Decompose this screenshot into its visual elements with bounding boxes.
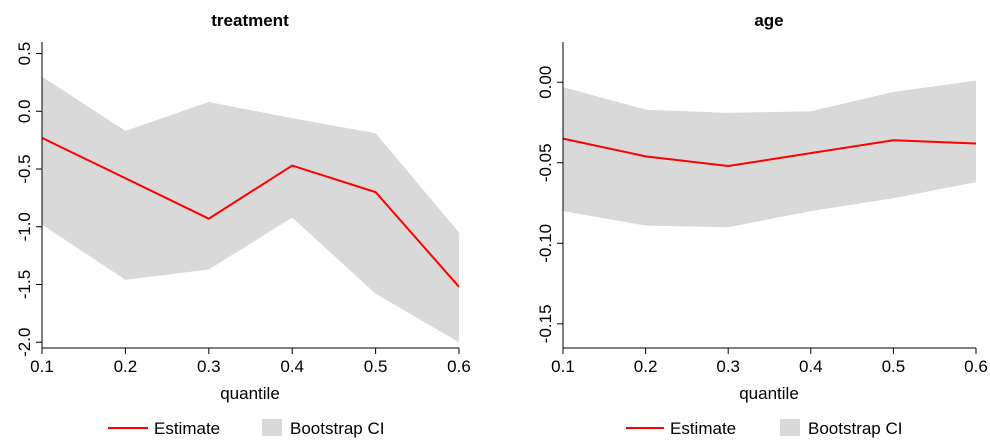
x-tick-label: 0.4 [280, 357, 304, 376]
x-tick-label: 0.1 [30, 357, 54, 376]
estimate-line [41, 136, 460, 288]
x-tick-label: 0.5 [882, 357, 906, 376]
y-tick-label: -1.5 [15, 270, 34, 299]
chart-title: treatment [211, 11, 289, 30]
ci-band [42, 76, 459, 343]
chart-title: age [754, 11, 783, 30]
y-tick-label: -0.15 [536, 304, 555, 343]
chart-panel-age: 0.1 0.2 0.3 0.4 0.5 0.6 -0.15 -0.10 -0.05 0.00 age… [536, 11, 988, 438]
chart-panel-treatment: 0.1 0.2 0.3 0.4 0.5 0.6 -2.0 -1.5 -1.0 -0.5 0.0 0.5… [15, 11, 471, 438]
x-tick-label: 0.4 [799, 357, 823, 376]
x-axis-title: quantile [739, 384, 799, 403]
legend-ci-swatch [780, 419, 800, 436]
y-tick-label: -0.10 [536, 224, 555, 263]
y-tick-label: -2.0 [15, 328, 34, 357]
ci-band [563, 80, 976, 228]
x-tick-label: 0.6 [447, 357, 471, 376]
x-axis-title: quantile [220, 384, 280, 403]
x-tick-label: 0.2 [114, 357, 138, 376]
legend-estimate-label: Estimate [154, 419, 220, 438]
x-tick-label: 0.3 [197, 357, 221, 376]
y-tick-label: -1.0 [15, 212, 34, 241]
x-tick-label: 0.5 [364, 357, 388, 376]
y-tick-label: 0.00 [536, 66, 555, 99]
estimate-line [562, 137, 977, 168]
y-tick-label: -0.05 [536, 143, 555, 182]
legend-ci-label: Bootstrap CI [290, 419, 385, 438]
legend-estimate-label: Estimate [670, 419, 736, 438]
x-tick-label: 0.6 [964, 357, 988, 376]
legend-ci-swatch [262, 419, 282, 436]
y-tick-label: -0.5 [15, 154, 34, 183]
y-tick-label: 0.0 [15, 99, 34, 123]
x-tick-label: 0.2 [634, 357, 658, 376]
x-tick-label: 0.1 [551, 357, 575, 376]
x-tick-label: 0.3 [716, 357, 740, 376]
y-tick-label: 0.5 [15, 42, 34, 66]
legend-ci-label: Bootstrap CI [808, 419, 903, 438]
